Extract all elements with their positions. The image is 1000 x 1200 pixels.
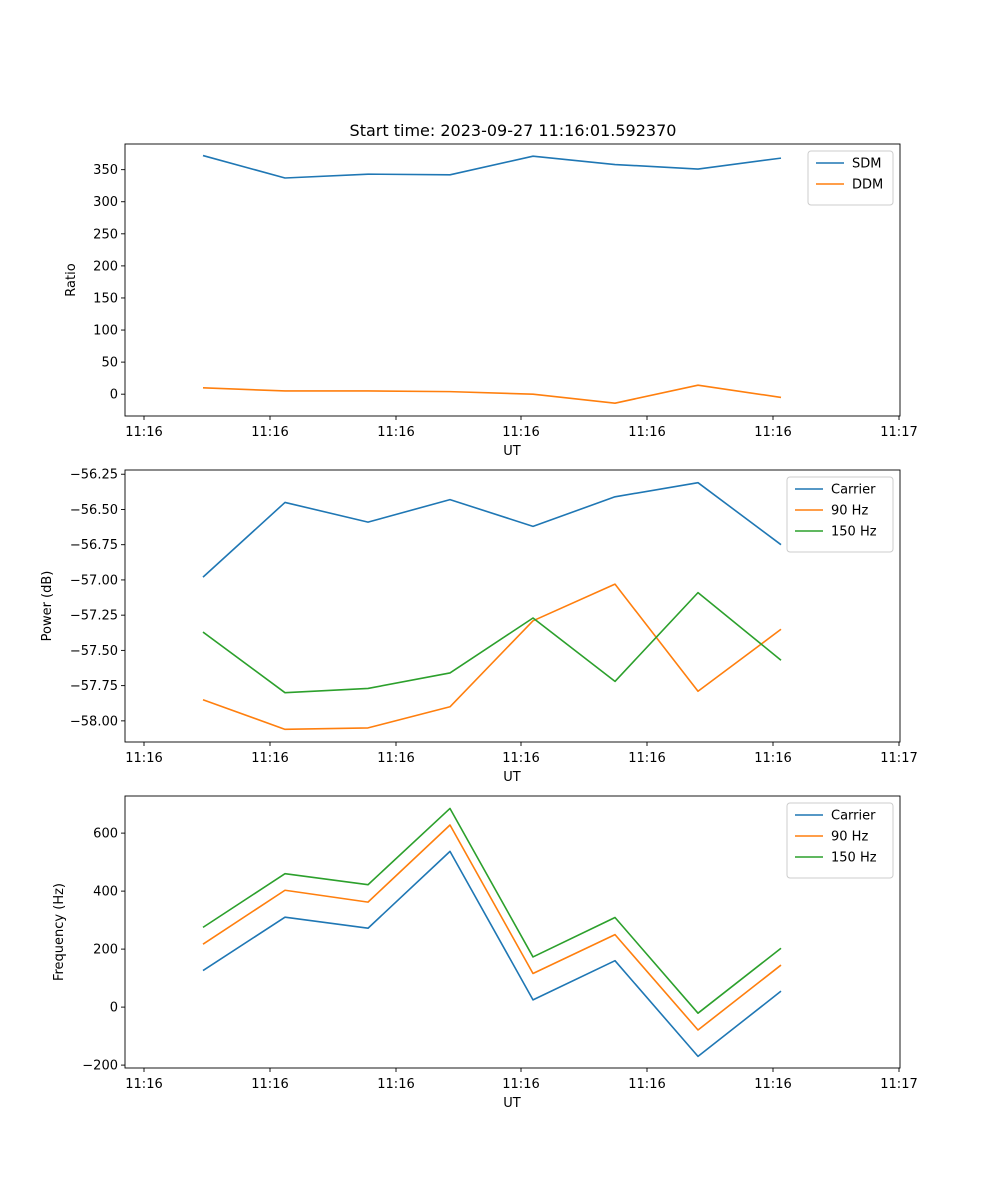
series-line-90-hz (202, 824, 782, 1031)
x-tick-label: 11:16 (502, 1077, 539, 1092)
y-tick-label: 300 (93, 195, 118, 210)
legend-label-sdm: SDM (852, 157, 881, 172)
series-line-150-hz (202, 807, 782, 1014)
x-tick-label: 11:16 (628, 1077, 665, 1092)
x-tick-label: 11:17 (880, 425, 917, 440)
chart-title: Start time: 2023-09-27 11:16:01.592370 (350, 121, 677, 140)
legend-box (807, 150, 894, 206)
series-line-carrier (202, 481, 782, 578)
legend-label-150-hz: 150 Hz (831, 525, 877, 540)
plot-power: 11:16 11:16 11:16 11:16 11:16 11:16 11:17 −58.0… (40, 468, 918, 785)
y-tick-label: −58.00 (70, 714, 118, 729)
x-tick-label: 11:16 (251, 425, 288, 440)
legend-label-ddm: DDM (852, 178, 883, 193)
y-tick-label: −200 (82, 1059, 118, 1074)
x-tick-label: 11:16 (125, 1077, 162, 1092)
x-axis-label: UT (503, 444, 521, 459)
legend: Carrier 90 Hz 150 Hz (786, 476, 894, 553)
x-axis-label: UT (503, 770, 521, 785)
plot-ratio: 11:16 11:16 11:16 11:16 11:16 11:16 11:17 0 50 10… (64, 143, 918, 459)
y-tick-label: 400 (93, 885, 118, 900)
y-tick-label: −57.50 (70, 644, 118, 659)
series-line-ddm (202, 384, 782, 404)
y-tick-label: 0 (110, 1001, 118, 1016)
y-tick-label: 150 (93, 291, 118, 306)
legend-label-150-hz: 150 Hz (831, 851, 877, 866)
x-tick-label: 11:16 (251, 1077, 288, 1092)
x-tick-label: 11:16 (754, 1077, 791, 1092)
y-tick-label: 200 (93, 259, 118, 274)
legend-box (786, 476, 894, 553)
axes-frame (124, 143, 901, 417)
x-tick-label: 11:16 (377, 1077, 414, 1092)
x-tick-label: 11:16 (754, 425, 791, 440)
y-tick-label: −57.00 (70, 573, 118, 588)
y-tick-label: 250 (93, 227, 118, 242)
y-tick-label: 50 (101, 356, 118, 371)
legend: SDM DDM (807, 150, 894, 206)
axes-frame (124, 795, 901, 1069)
x-tick-label: 11:16 (628, 751, 665, 766)
x-tick-label: 11:16 (125, 425, 162, 440)
x-tick-label: 11:16 (754, 751, 791, 766)
y-axis-label: Ratio (64, 263, 79, 296)
y-axis-label: Power (dB) (40, 571, 55, 642)
x-tick-label: 11:16 (502, 425, 539, 440)
x-tick-label: 11:16 (377, 751, 414, 766)
y-tick-label: 600 (93, 827, 118, 842)
legend-label-carrier: Carrier (831, 809, 876, 824)
legend-label-90-hz: 90 Hz (831, 504, 868, 519)
x-tick-label: 11:17 (880, 1077, 917, 1092)
x-axis-label: UT (503, 1096, 521, 1111)
plot-frequency: 11:16 11:16 11:16 11:16 11:16 11:16 11:17 −200 0… (52, 795, 918, 1111)
y-tick-label: 350 (93, 163, 118, 178)
x-tick-label: 11:16 (377, 425, 414, 440)
x-tick-label: 11:16 (628, 425, 665, 440)
axes-frame (124, 469, 901, 743)
y-tick-label: −56.50 (70, 503, 118, 518)
y-tick-label: −56.75 (70, 538, 118, 553)
y-tick-label: 0 (110, 388, 118, 403)
y-axis-label: Frequency (Hz) (52, 883, 67, 981)
legend-label-90-hz: 90 Hz (831, 830, 868, 845)
x-tick-label: 11:16 (502, 751, 539, 766)
series-line-sdm (202, 154, 782, 179)
x-tick-label: 11:16 (251, 751, 288, 766)
y-tick-label: 100 (93, 324, 118, 339)
series-line-carrier (202, 850, 782, 1058)
y-tick-label: −57.25 (70, 609, 118, 624)
legend-box (786, 802, 894, 879)
series-line-150-hz (202, 591, 782, 694)
x-tick-label: 11:17 (880, 751, 917, 766)
y-tick-label: −56.25 (70, 468, 118, 483)
y-tick-label: −57.75 (70, 679, 118, 694)
y-tick-label: 200 (93, 943, 118, 958)
legend-label-carrier: Carrier (831, 483, 876, 498)
series-line-90-hz (202, 583, 782, 731)
legend: Carrier 90 Hz 150 Hz (786, 802, 894, 879)
x-tick-label: 11:16 (125, 751, 162, 766)
